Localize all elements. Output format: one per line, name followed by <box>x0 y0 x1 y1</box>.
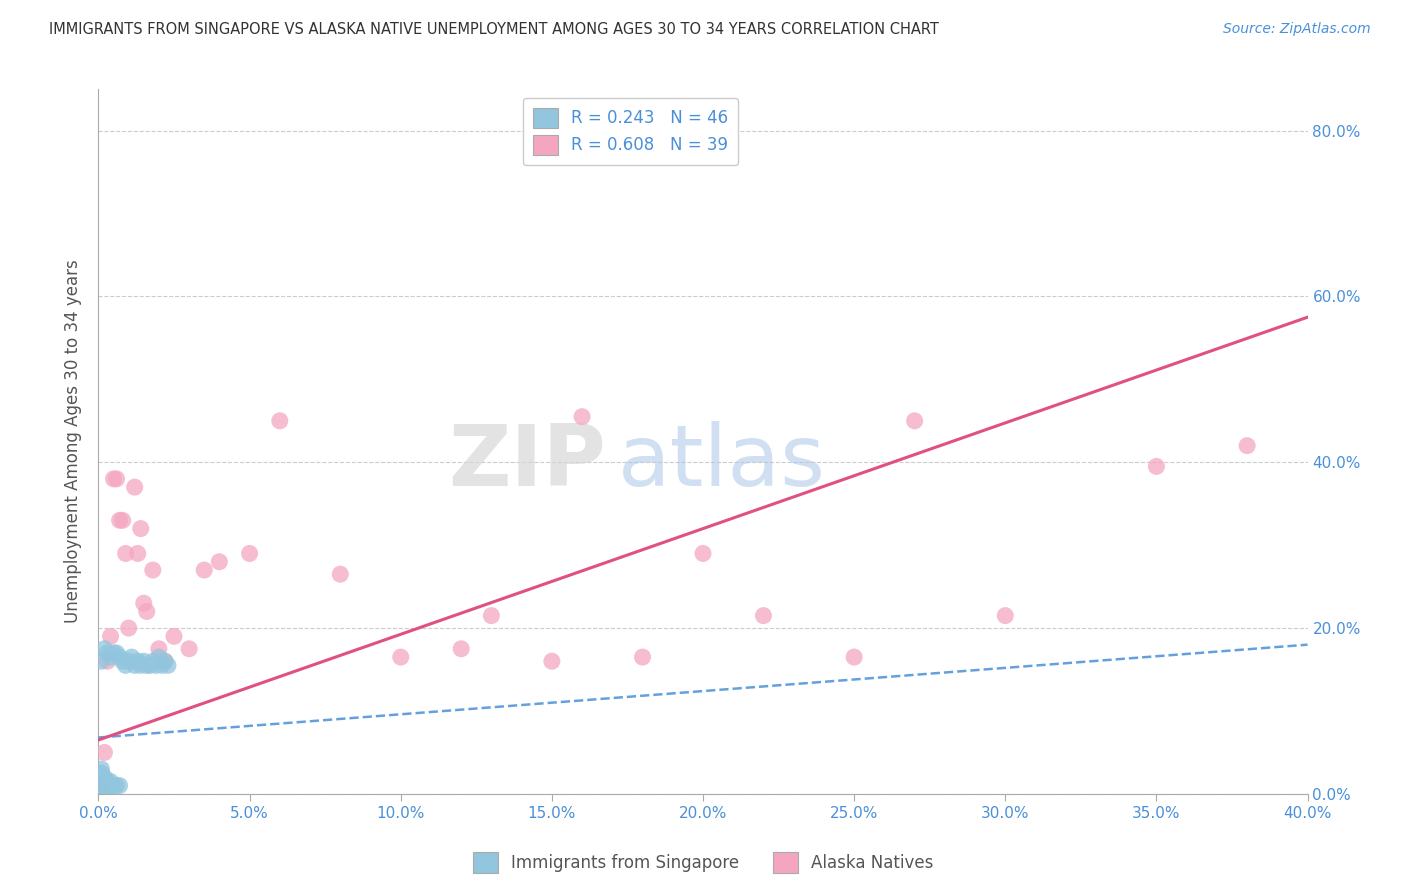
Point <box>103 779 125 793</box>
Point <box>129 658 152 673</box>
Point <box>87 782 110 797</box>
Point <box>156 658 179 673</box>
Point <box>96 774 118 789</box>
Point <box>90 779 112 793</box>
Point <box>105 779 128 793</box>
Point <box>108 513 131 527</box>
Point <box>450 641 472 656</box>
Point <box>108 650 131 665</box>
Point <box>129 522 152 536</box>
Point <box>114 546 136 560</box>
Point <box>118 654 141 668</box>
Point <box>93 774 115 789</box>
Point <box>90 782 112 797</box>
Point <box>108 779 131 793</box>
Point <box>100 774 122 789</box>
Legend: Immigrants from Singapore, Alaska Natives: Immigrants from Singapore, Alaska Native… <box>465 846 941 880</box>
Text: IMMIGRANTS FROM SINGAPORE VS ALASKA NATIVE UNEMPLOYMENT AMONG AGES 30 TO 34 YEAR: IMMIGRANTS FROM SINGAPORE VS ALASKA NATI… <box>49 22 939 37</box>
Point <box>389 650 412 665</box>
Point <box>87 766 110 780</box>
Point <box>1236 439 1258 453</box>
Point <box>142 563 165 577</box>
Point <box>87 770 110 784</box>
Point <box>96 782 118 797</box>
Point <box>100 629 122 643</box>
Point <box>692 546 714 560</box>
Point <box>103 472 125 486</box>
Point <box>100 650 122 665</box>
Point <box>269 414 291 428</box>
Point <box>111 513 134 527</box>
Point <box>87 774 110 789</box>
Point <box>118 621 141 635</box>
Point <box>87 779 110 793</box>
Point <box>96 779 118 793</box>
Point <box>100 779 122 793</box>
Point <box>179 641 201 656</box>
Point <box>135 605 157 619</box>
Point <box>142 654 165 668</box>
Point <box>132 596 155 610</box>
Point <box>540 654 562 668</box>
Point <box>114 658 136 673</box>
Point <box>994 608 1017 623</box>
Point <box>105 646 128 660</box>
Point <box>139 658 162 673</box>
Point <box>121 650 143 665</box>
Text: atlas: atlas <box>619 421 827 504</box>
Point <box>96 646 118 660</box>
Point <box>90 766 112 780</box>
Point <box>90 782 112 797</box>
Point <box>93 779 115 793</box>
Point <box>193 563 215 577</box>
Point <box>844 650 866 665</box>
Point <box>93 641 115 656</box>
Point <box>208 555 231 569</box>
Point <box>96 654 118 668</box>
Point <box>127 654 149 668</box>
Point <box>153 654 176 668</box>
Point <box>148 641 170 656</box>
Y-axis label: Unemployment Among Ages 30 to 34 years: Unemployment Among Ages 30 to 34 years <box>65 260 83 624</box>
Point <box>135 658 157 673</box>
Point <box>150 658 173 673</box>
Point <box>239 546 262 560</box>
Text: Source: ZipAtlas.com: Source: ZipAtlas.com <box>1223 22 1371 37</box>
Point <box>105 472 128 486</box>
Point <box>1144 459 1167 474</box>
Text: ZIP: ZIP <box>449 421 606 504</box>
Point <box>93 746 115 760</box>
Point <box>103 646 125 660</box>
Point <box>752 608 775 623</box>
Point <box>90 762 112 776</box>
Legend: R = 0.243   N = 46, R = 0.608   N = 39: R = 0.243 N = 46, R = 0.608 N = 39 <box>523 97 738 165</box>
Point <box>148 650 170 665</box>
Point <box>93 782 115 797</box>
Point <box>127 546 149 560</box>
Point <box>145 658 167 673</box>
Point <box>87 779 110 793</box>
Point <box>124 480 146 494</box>
Point <box>481 608 503 623</box>
Point <box>93 770 115 784</box>
Point <box>904 414 927 428</box>
Point <box>90 654 112 668</box>
Point <box>571 409 593 424</box>
Point <box>132 654 155 668</box>
Point <box>124 658 146 673</box>
Point <box>90 774 112 789</box>
Point <box>153 654 176 668</box>
Point <box>329 567 352 582</box>
Point <box>631 650 654 665</box>
Point <box>111 654 134 668</box>
Point <box>163 629 186 643</box>
Point <box>90 770 112 784</box>
